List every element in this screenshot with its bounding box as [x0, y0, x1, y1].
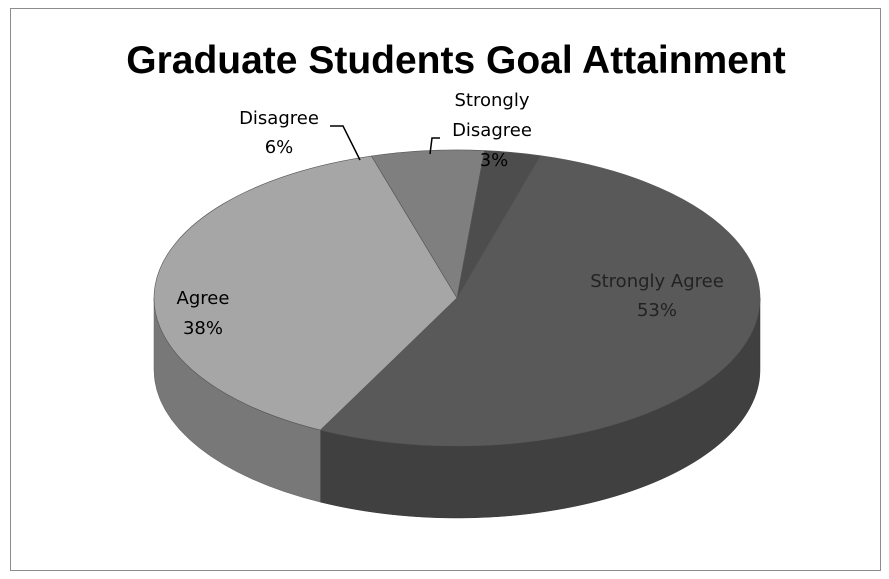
pie-slice-agree	[153, 155, 458, 431]
leader-line-strongly-disagree	[429, 137, 440, 155]
label-agree-name: Agree	[177, 288, 230, 309]
leader-line-disagree	[330, 125, 361, 161]
label-agree-pct: 38%	[183, 318, 223, 339]
pie-slice-strongly-disagree	[456, 150, 542, 299]
label-disagree-name: Disagree	[239, 108, 319, 129]
label-strongly-agree-pct: 53%	[637, 300, 677, 321]
label-strongly-disagree-pct: 3%	[480, 150, 509, 171]
pie-slice-strongly-agree	[319, 155, 761, 447]
label-strongly-agree-name: Strongly Agree	[590, 271, 724, 292]
pie-slices	[153, 149, 761, 447]
label-strongly-disagree-name-line2: Disagree	[452, 120, 532, 141]
label-strongly-disagree-name-line1: Strongly	[455, 90, 530, 111]
label-disagree-pct: 6%	[265, 137, 294, 158]
chart-title: Graduate Students Goal Attainment	[126, 39, 785, 82]
